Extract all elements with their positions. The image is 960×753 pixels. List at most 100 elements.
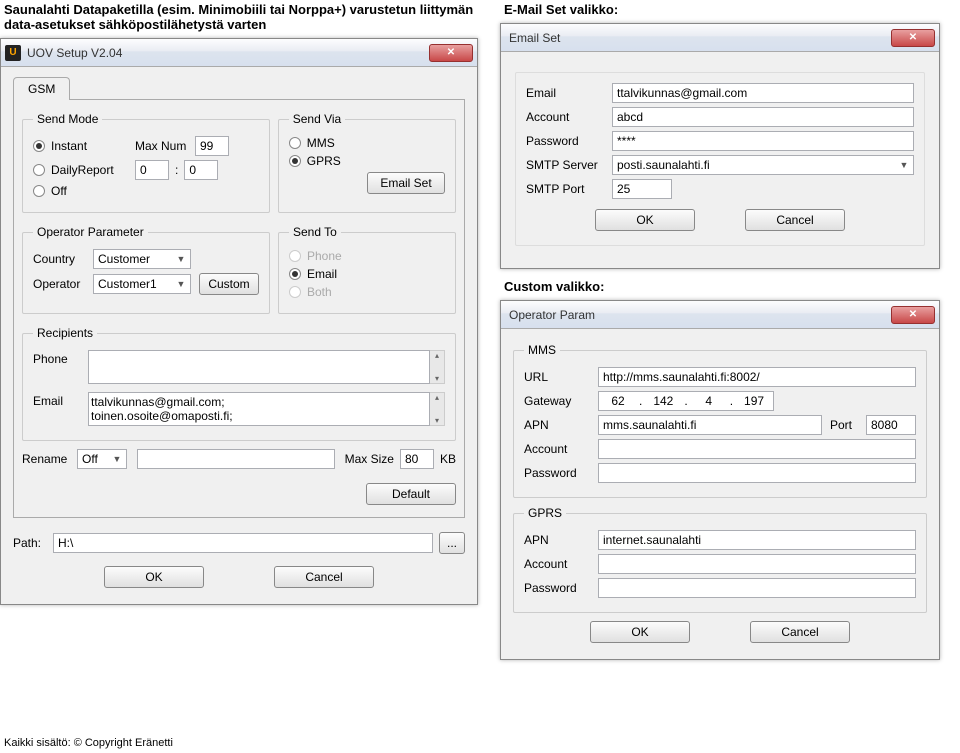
operator-param-title: Operator Param xyxy=(509,308,891,322)
close-icon[interactable]: ✕ xyxy=(891,306,935,324)
label-gprs-account: Account xyxy=(524,557,598,571)
email-set-button[interactable]: Email Set xyxy=(367,172,445,194)
radio-daily[interactable] xyxy=(33,164,45,176)
header-right-2: Custom valikko: xyxy=(504,279,604,294)
radio-sendto-email[interactable] xyxy=(289,268,301,280)
label-es-email: Email xyxy=(526,86,612,100)
input-mms-password[interactable] xyxy=(598,463,916,483)
label-mms-password: Password xyxy=(524,466,598,480)
es-cancel-button[interactable]: Cancel xyxy=(745,209,845,231)
label-es-password: Password xyxy=(526,134,612,148)
close-icon[interactable]: ✕ xyxy=(429,44,473,62)
label-country: Country xyxy=(33,252,93,266)
label-off: Off xyxy=(51,184,67,198)
radio-instant[interactable] xyxy=(33,140,45,152)
recipients-legend: Recipients xyxy=(33,326,97,340)
op-ok-button[interactable]: OK xyxy=(590,621,690,643)
label-gprs-apn: APN xyxy=(524,533,598,547)
cancel-button[interactable]: Cancel xyxy=(274,566,374,588)
send-via-legend: Send Via xyxy=(289,112,346,126)
textarea-recip-email[interactable]: ttalvikunnas@gmail.com; toinen.osoite@om… xyxy=(88,392,430,426)
radio-mms[interactable] xyxy=(289,137,301,149)
label-sendto-email: Email xyxy=(307,267,337,281)
label-path: Path: xyxy=(13,536,53,550)
label-sendto-both: Both xyxy=(307,285,332,299)
input-path[interactable] xyxy=(53,533,433,553)
label-maxsize: Max Size xyxy=(345,452,394,466)
input-maxnum[interactable] xyxy=(195,136,229,156)
input-mms-account[interactable] xyxy=(598,439,916,459)
input-daily-m[interactable] xyxy=(184,160,218,180)
dropdown-operator[interactable]: Customer1▼ xyxy=(93,274,191,294)
custom-button[interactable]: Custom xyxy=(199,273,259,295)
dropdown-es-smtp[interactable]: posti.saunalahti.fi▼ xyxy=(612,155,914,175)
header-left-2: data-asetukset sähköpostilähetystä varte… xyxy=(4,17,266,32)
send-to-legend: Send To xyxy=(289,225,341,239)
app-icon: U xyxy=(5,45,21,61)
textarea-recip-phone[interactable] xyxy=(88,350,430,384)
input-mms-apn[interactable] xyxy=(598,415,822,435)
label-recip-email: Email xyxy=(33,392,88,408)
window-title: UOV Setup V2.04 xyxy=(27,46,429,60)
input-mms-port[interactable] xyxy=(866,415,916,435)
input-daily-h[interactable] xyxy=(135,160,169,180)
header-right-1: E-Mail Set valikko: xyxy=(504,2,618,17)
email-set-title: Email Set xyxy=(509,31,891,45)
label-mms-url: URL xyxy=(524,370,598,384)
uov-setup-window: U UOV Setup V2.04 ✕ GSM Send Mode Instan… xyxy=(0,38,478,605)
op-cancel-button[interactable]: Cancel xyxy=(750,621,850,643)
label-gprs: GPRS xyxy=(307,154,341,168)
input-maxsize[interactable] xyxy=(400,449,434,469)
es-ok-button[interactable]: OK xyxy=(595,209,695,231)
input-gprs-apn[interactable] xyxy=(598,530,916,550)
radio-sendto-phone xyxy=(289,250,301,262)
label-daily: DailyReport xyxy=(51,163,135,177)
chevron-down-icon: ▼ xyxy=(174,279,188,289)
input-es-account[interactable] xyxy=(612,107,914,127)
input-es-port[interactable] xyxy=(612,179,672,199)
label-es-account: Account xyxy=(526,110,612,124)
input-gprs-account[interactable] xyxy=(598,554,916,574)
mms-legend: MMS xyxy=(524,343,560,357)
radio-gprs[interactable] xyxy=(289,155,301,167)
label-rename: Rename xyxy=(22,452,77,466)
default-button[interactable]: Default xyxy=(366,483,456,505)
scrollbar[interactable]: ▴▾ xyxy=(430,392,445,426)
label-es-smtp: SMTP Server xyxy=(526,158,612,172)
input-mms-gateway[interactable]: . . . xyxy=(598,391,774,411)
radio-off[interactable] xyxy=(33,185,45,197)
chevron-down-icon: ▼ xyxy=(897,160,911,170)
footer-copyright: Kaikki sisältö: © Copyright Eränetti xyxy=(4,737,173,749)
scrollbar[interactable]: ▴▾ xyxy=(430,350,445,384)
ok-button[interactable]: OK xyxy=(104,566,204,588)
email-set-window: Email Set ✕ Email Account Password SMTP … xyxy=(500,23,940,269)
input-mms-url[interactable] xyxy=(598,367,916,387)
label-gprs-password: Password xyxy=(524,581,598,595)
dropdown-country[interactable]: Customer▼ xyxy=(93,249,191,269)
label-instant: Instant xyxy=(51,139,135,153)
label-mms: MMS xyxy=(307,136,335,150)
label-mms-account: Account xyxy=(524,442,598,456)
dropdown-rename[interactable]: Off▼ xyxy=(77,449,127,469)
input-rename-text[interactable] xyxy=(137,449,335,469)
op-param-legend: Operator Parameter xyxy=(33,225,148,239)
chevron-down-icon: ▼ xyxy=(110,454,124,464)
label-mms-gateway: Gateway xyxy=(524,394,598,408)
label-kb: KB xyxy=(440,452,456,466)
input-es-password[interactable] xyxy=(612,131,914,151)
header-left-1: Saunalahti Datapaketilla (esim. Minimobi… xyxy=(4,2,473,17)
send-mode-legend: Send Mode xyxy=(33,112,102,126)
label-mms-port: Port xyxy=(830,418,866,432)
label-maxnum: Max Num xyxy=(135,139,195,153)
close-icon[interactable]: ✕ xyxy=(891,29,935,47)
label-es-port: SMTP Port xyxy=(526,182,612,196)
browse-button[interactable]: ... xyxy=(439,532,465,554)
operator-param-window: Operator Param ✕ MMS URL Gateway . . . A… xyxy=(500,300,940,660)
tab-gsm[interactable]: GSM xyxy=(13,77,70,100)
input-gprs-password[interactable] xyxy=(598,578,916,598)
chevron-down-icon: ▼ xyxy=(174,254,188,264)
label-recip-phone: Phone xyxy=(33,350,88,366)
gprs-legend: GPRS xyxy=(524,506,566,520)
input-es-email[interactable] xyxy=(612,83,914,103)
radio-sendto-both xyxy=(289,286,301,298)
